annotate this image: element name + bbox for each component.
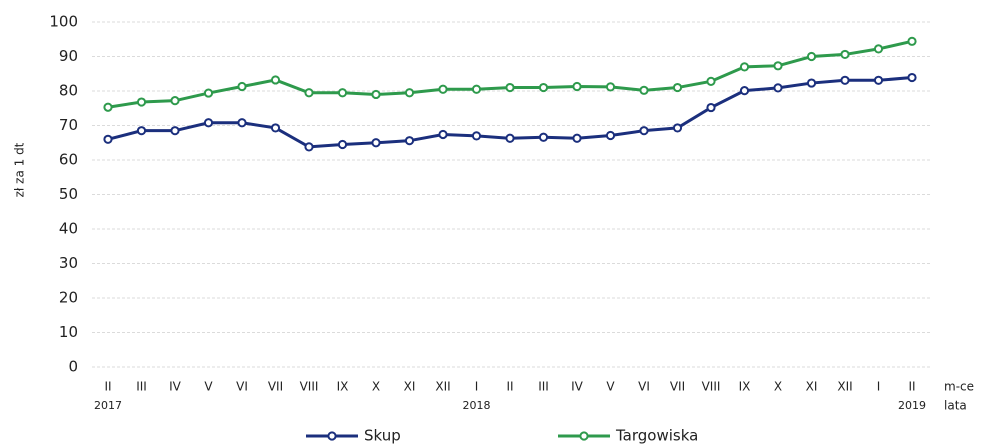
x-tick-label: IV xyxy=(571,380,584,394)
data-point xyxy=(103,134,113,144)
x-tick-label: III xyxy=(136,380,147,394)
data-point xyxy=(907,72,917,83)
data-point xyxy=(706,76,716,86)
y-tick-label: 80 xyxy=(59,82,78,100)
y-tick-label: 50 xyxy=(59,185,78,203)
x-tick-label: VII xyxy=(268,380,283,394)
x-tick-label: X xyxy=(372,380,380,394)
data-point xyxy=(237,81,247,92)
x-year-label: 2019 xyxy=(898,399,926,412)
x-tick-label: VIII xyxy=(300,380,319,394)
data-point xyxy=(806,78,817,88)
data-point xyxy=(170,126,180,136)
data-point xyxy=(840,75,850,85)
data-point xyxy=(136,126,147,136)
x-tick-label: XII xyxy=(435,380,450,394)
data-point xyxy=(672,123,683,133)
x-axis-label: m-ce xyxy=(944,380,974,394)
y-tick-label: 90 xyxy=(59,47,78,65)
data-point xyxy=(672,82,683,93)
data-point xyxy=(538,82,549,93)
data-point xyxy=(438,84,448,94)
legend-marker xyxy=(327,431,337,441)
data-point xyxy=(304,88,314,98)
data-point xyxy=(572,81,582,92)
x-tick-label: V xyxy=(606,380,615,394)
data-point xyxy=(739,62,750,72)
data-point xyxy=(505,82,515,93)
x-tick-label: II xyxy=(506,380,513,394)
x-tick-label: XII xyxy=(837,380,852,394)
data-point xyxy=(270,75,281,85)
data-point xyxy=(873,44,884,54)
x-tick-label: XI xyxy=(404,380,416,394)
y-tick-label: 20 xyxy=(59,289,78,307)
data-point xyxy=(739,86,750,96)
y-tick-label: 30 xyxy=(59,254,78,272)
data-point xyxy=(371,138,381,148)
x-tick-label: II xyxy=(104,380,111,394)
data-point xyxy=(605,82,616,92)
x-tick-label: X xyxy=(774,380,782,394)
data-point xyxy=(404,88,415,98)
data-point xyxy=(337,88,348,98)
legend-marker xyxy=(579,431,589,441)
x-tick-label: IX xyxy=(739,380,751,394)
data-point xyxy=(505,133,515,143)
x-year-label: 2018 xyxy=(463,399,491,412)
data-point xyxy=(203,88,214,98)
x-tick-label: I xyxy=(877,380,881,394)
data-point xyxy=(706,102,716,113)
x-tick-label: VII xyxy=(670,380,685,394)
y-tick-label: 100 xyxy=(49,13,78,31)
x-tick-label: IX xyxy=(337,380,349,394)
data-point xyxy=(203,118,214,128)
x-tick-label: XI xyxy=(806,380,818,394)
x-tick-label: I xyxy=(475,380,479,394)
x-tick-label: III xyxy=(538,380,549,394)
x-tick-label: VI xyxy=(236,380,248,394)
data-point xyxy=(471,131,482,141)
series-line xyxy=(107,39,913,109)
y-axis-label: zł za 1 dt xyxy=(13,142,27,197)
data-point xyxy=(404,136,415,146)
data-point xyxy=(907,36,917,46)
data-point xyxy=(304,142,314,152)
data-point xyxy=(639,85,649,95)
y-tick-label: 40 xyxy=(59,220,78,238)
x-tick-label: V xyxy=(204,380,213,394)
legend-label: Targowiska xyxy=(615,427,698,445)
data-point xyxy=(538,132,549,142)
data-point xyxy=(806,51,817,62)
y-tick-label: 60 xyxy=(59,151,78,169)
data-point xyxy=(237,118,247,128)
data-point xyxy=(773,61,783,71)
x-year-label: 2017 xyxy=(94,399,122,412)
y-tick-label: 10 xyxy=(59,323,78,341)
legend-label: Skup xyxy=(364,427,401,445)
data-point xyxy=(639,126,649,136)
x-tick-label: VI xyxy=(638,380,650,394)
data-point xyxy=(270,123,281,133)
data-point xyxy=(170,96,180,106)
data-point xyxy=(572,133,582,143)
x-tick-label: VIII xyxy=(702,380,721,394)
data-point xyxy=(103,102,113,112)
y-tick-label: 70 xyxy=(59,116,78,134)
x-tick-label: II xyxy=(908,380,915,394)
data-point xyxy=(371,89,381,100)
data-point xyxy=(840,49,850,60)
data-point xyxy=(337,139,348,150)
y-tick-label: 0 xyxy=(68,358,78,376)
data-point xyxy=(471,84,482,94)
x-axis-years-label: lata xyxy=(944,399,967,413)
x-tick-label: IV xyxy=(169,380,182,394)
data-point xyxy=(873,75,884,85)
data-point xyxy=(605,130,616,141)
data-point xyxy=(438,129,448,140)
data-point xyxy=(773,83,783,93)
data-point xyxy=(136,97,147,107)
